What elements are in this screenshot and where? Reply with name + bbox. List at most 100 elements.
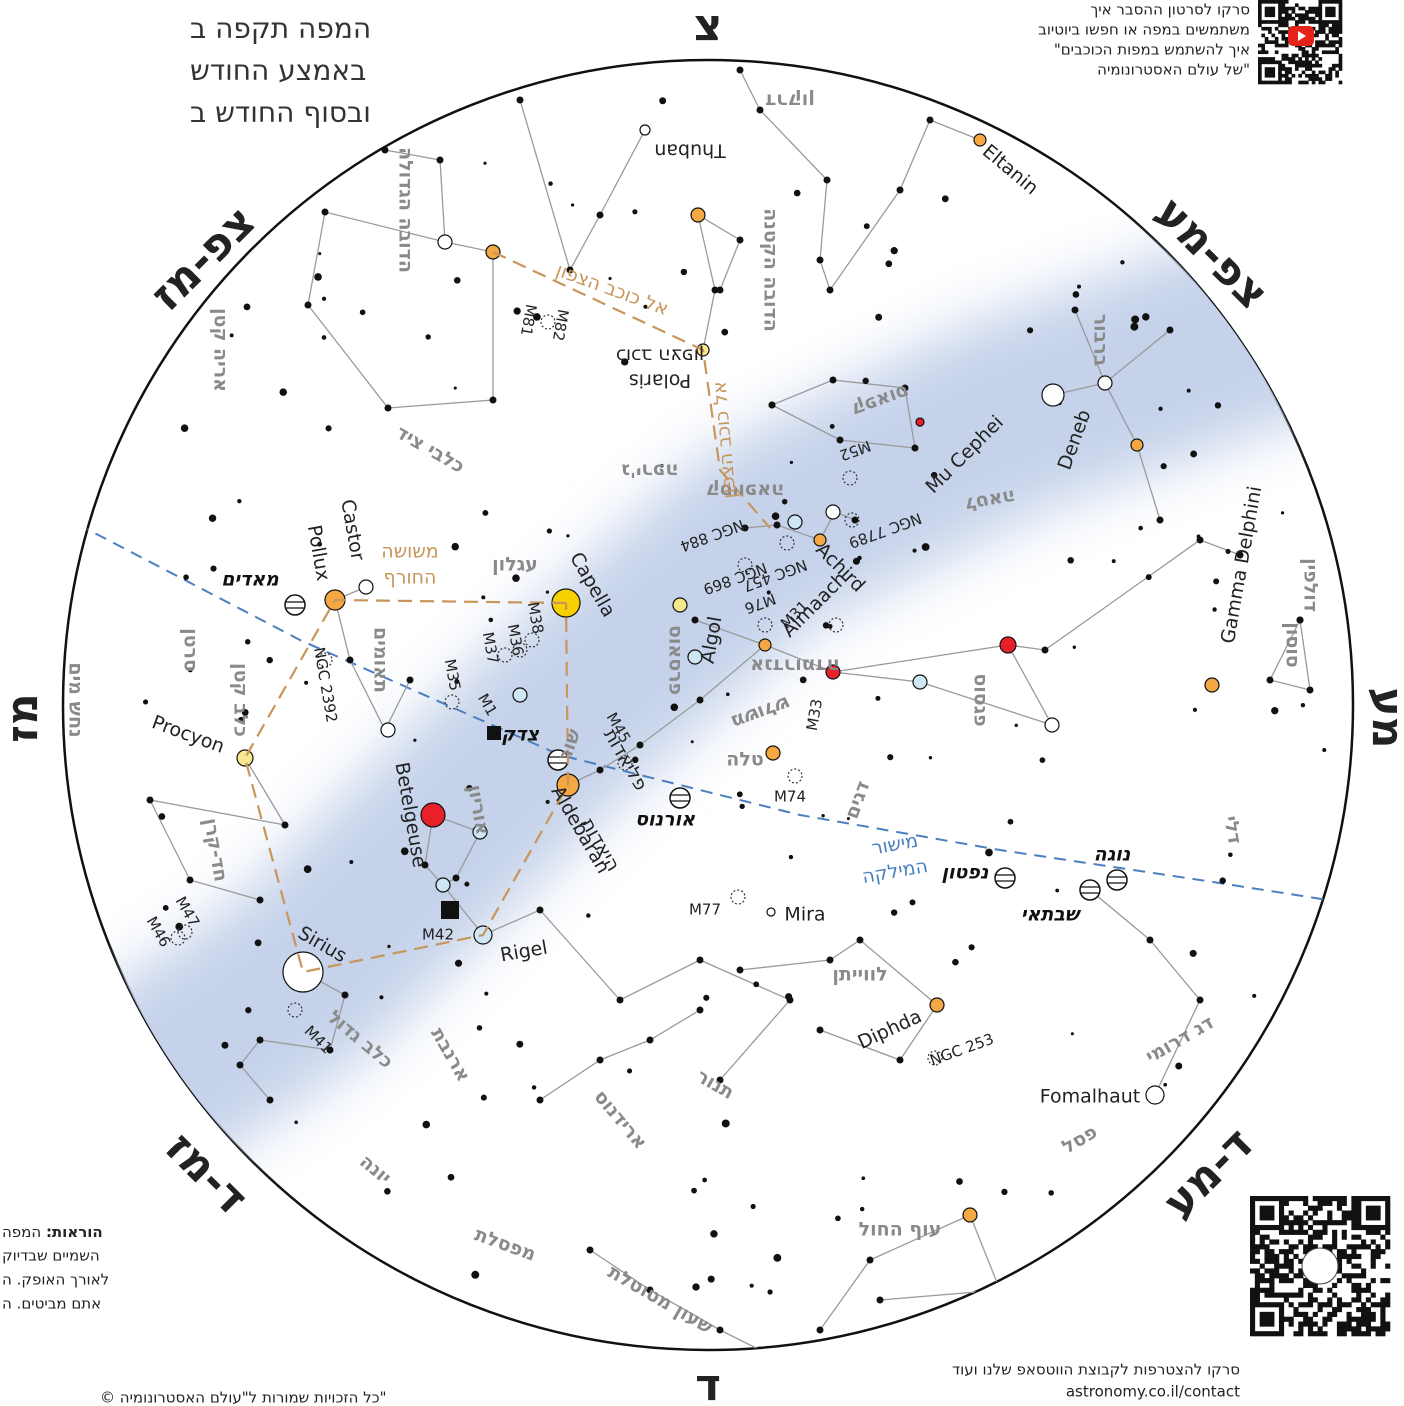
star-dot <box>187 667 193 673</box>
qr-module <box>1370 1258 1376 1264</box>
qr-module <box>1259 1210 1265 1216</box>
qr-module <box>1305 67 1309 71</box>
qr-module <box>1311 73 1316 78</box>
star-dot <box>294 1120 298 1125</box>
qr-module <box>1269 1311 1275 1317</box>
qr-module <box>1356 1210 1362 1216</box>
star-dot <box>1076 284 1082 289</box>
qr-module <box>1264 26 1269 31</box>
instructions-text: המפה <box>2 1223 41 1241</box>
qr-module <box>1294 13 1299 18</box>
qr-module <box>1327 1316 1333 1322</box>
qr-module <box>1274 36 1279 41</box>
qr-module <box>1356 1234 1362 1240</box>
qr-module <box>1338 80 1343 85</box>
qr-module <box>1315 63 1319 68</box>
qr-module <box>1281 0 1286 4</box>
constellation-label: פרסאוס <box>665 625 687 695</box>
qr-module <box>1250 1311 1256 1317</box>
constellation-label: עוף החול <box>859 1219 942 1241</box>
qr-module <box>1305 10 1309 14</box>
star-dot <box>753 981 760 988</box>
qr-module <box>1338 16 1343 21</box>
qr-module <box>1261 0 1266 4</box>
star-label: Mira <box>784 904 825 926</box>
qr-module <box>1361 1307 1367 1313</box>
qr-module <box>1291 57 1296 61</box>
qr-module <box>1312 1210 1318 1216</box>
qr-module <box>1370 1239 1376 1245</box>
qr-module <box>1269 1215 1275 1221</box>
qr-module <box>1341 1196 1347 1202</box>
qr-module <box>1361 1273 1367 1279</box>
qr-module <box>1269 1239 1275 1245</box>
star-dot <box>941 195 949 203</box>
bright-star <box>912 674 928 690</box>
qr-module <box>1261 80 1266 85</box>
qr-module <box>1351 1224 1357 1231</box>
qr-module <box>1315 6 1319 11</box>
qr-module <box>1370 1215 1376 1221</box>
star-dot <box>536 1096 544 1104</box>
star-dot <box>725 692 730 697</box>
bright-star <box>358 579 374 595</box>
qr-module <box>1278 10 1282 14</box>
star-dot <box>244 639 251 645</box>
qr-module <box>1264 1302 1270 1308</box>
star-dot <box>1027 327 1034 334</box>
qr-module <box>1315 20 1319 24</box>
qr-module <box>1327 1215 1333 1221</box>
qr-module <box>1271 57 1276 61</box>
deep-sky-marker <box>317 652 333 668</box>
star-dot <box>785 993 793 1001</box>
qr-module <box>1322 1302 1328 1308</box>
star-dot <box>1296 616 1304 624</box>
qr-module <box>1327 1210 1333 1216</box>
planet-label: נפטון <box>941 862 988 884</box>
star-dot <box>180 424 189 432</box>
qr-module <box>1385 1292 1391 1298</box>
qr-module <box>1278 1210 1285 1216</box>
qr-module <box>1288 1249 1294 1255</box>
qr-module <box>1336 1253 1343 1260</box>
qr-module <box>1298 1321 1304 1327</box>
qr-module <box>1268 73 1272 78</box>
qr-module <box>1370 1249 1376 1255</box>
qr-module <box>1269 1331 1275 1337</box>
qr-module <box>1331 50 1336 55</box>
star-dot <box>1228 852 1233 858</box>
qr-module <box>1311 6 1316 11</box>
star-dot <box>531 1085 537 1090</box>
qr-module <box>1385 1196 1391 1202</box>
qr-module <box>1250 1220 1256 1226</box>
qr-link[interactable]: astronomy.co.il/contact <box>1066 1383 1240 1401</box>
bright-star <box>672 597 688 613</box>
qr-module <box>1269 1249 1275 1255</box>
qr-module <box>1385 1321 1391 1327</box>
qr-module <box>1321 43 1326 48</box>
qr-module <box>1281 43 1286 48</box>
qr-module <box>1288 60 1292 65</box>
qr-module <box>1385 1263 1391 1269</box>
qr-module <box>1351 1263 1357 1269</box>
star-dot <box>692 1283 700 1291</box>
qr-module <box>1385 1326 1391 1332</box>
star-dot <box>453 276 461 284</box>
qr-module <box>1311 20 1316 24</box>
qr-module <box>1268 13 1272 18</box>
qr-module <box>1259 1273 1265 1279</box>
instructions-line: הוראות: המפה <box>2 1223 103 1241</box>
star-dot <box>1192 707 1197 712</box>
star-dot <box>707 1275 715 1283</box>
qr-module <box>1269 1287 1275 1293</box>
qr-module <box>1258 0 1262 4</box>
star-dot <box>321 335 327 340</box>
qr-module <box>1318 80 1323 85</box>
qr-module <box>1356 1287 1362 1293</box>
qr-module <box>1250 1210 1256 1216</box>
qr-module <box>1274 40 1279 44</box>
qr-module <box>1283 1278 1289 1284</box>
qr-module <box>1250 1307 1256 1313</box>
qr-module <box>1318 43 1323 48</box>
qr-module <box>1375 1210 1381 1216</box>
